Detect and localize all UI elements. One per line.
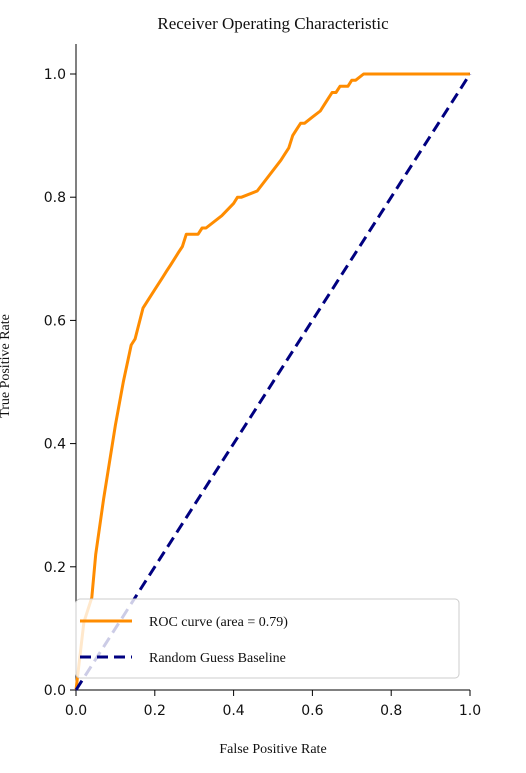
- y-tick-label: 0.4: [44, 437, 66, 453]
- legend-label: Random Guess Baseline: [149, 651, 286, 666]
- y-tick-label: 0.2: [44, 560, 66, 576]
- x-tick-label: 0.4: [222, 703, 244, 719]
- chart-title: Receiver Operating Characteristic: [157, 14, 389, 33]
- y-tick-label: 1.0: [44, 67, 66, 83]
- legend: ROC curve (area = 0.79) Random Guess Base…: [75, 598, 460, 679]
- y-tick-label: 0.6: [44, 313, 66, 329]
- y-tick-label: 0.8: [44, 190, 66, 206]
- y-axis-ticks: 0.0 0.2 0.4 0.6 0.8 1.0: [44, 67, 76, 699]
- roc-curve-line: [74, 72, 470, 691]
- series-layer: [74, 72, 472, 691]
- baseline-line: [74, 73, 472, 691]
- y-axis-label: True Positive Rate: [0, 314, 13, 418]
- y-tick-label: 0.0: [44, 683, 66, 699]
- legend-box: [75, 598, 460, 679]
- x-tick-label: 0.2: [144, 703, 166, 719]
- x-tick-label: 1.0: [459, 703, 481, 719]
- legend-label: ROC curve (area = 0.79): [149, 615, 288, 630]
- x-tick-label: 0.6: [301, 703, 323, 719]
- x-axis-label: False Positive Rate: [219, 742, 326, 757]
- x-tick-label: 0.8: [380, 703, 402, 719]
- x-axis-ticks: 0.0 0.2 0.4 0.6 0.8 1.0: [65, 690, 481, 719]
- plot-axes: [75, 44, 470, 691]
- x-tick-label: 0.0: [65, 703, 87, 719]
